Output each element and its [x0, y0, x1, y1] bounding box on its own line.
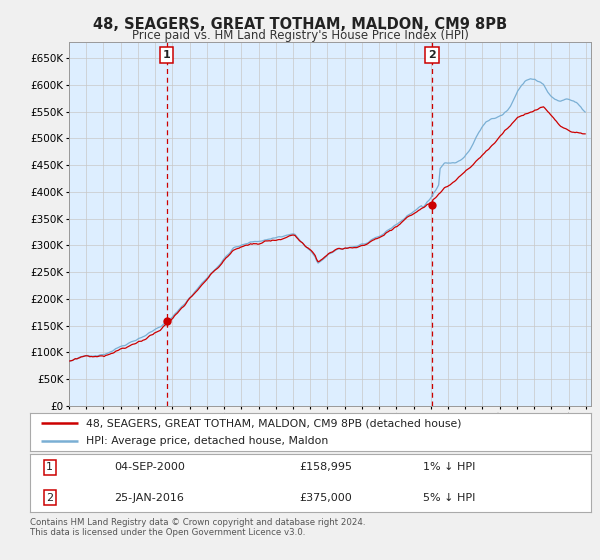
Text: 2: 2 [428, 50, 436, 60]
Text: 5% ↓ HPI: 5% ↓ HPI [423, 493, 475, 503]
Text: 25-JAN-2016: 25-JAN-2016 [114, 493, 184, 503]
Text: HPI: Average price, detached house, Maldon: HPI: Average price, detached house, Mald… [86, 436, 328, 446]
Text: 1: 1 [163, 50, 170, 60]
Text: £158,995: £158,995 [299, 462, 352, 472]
Text: 48, SEAGERS, GREAT TOTHAM, MALDON, CM9 8PB (detached house): 48, SEAGERS, GREAT TOTHAM, MALDON, CM9 8… [86, 418, 461, 428]
Text: Price paid vs. HM Land Registry's House Price Index (HPI): Price paid vs. HM Land Registry's House … [131, 29, 469, 42]
Text: £375,000: £375,000 [299, 493, 352, 503]
Text: Contains HM Land Registry data © Crown copyright and database right 2024.
This d: Contains HM Land Registry data © Crown c… [30, 518, 365, 538]
Text: 1% ↓ HPI: 1% ↓ HPI [423, 462, 475, 472]
Text: 04-SEP-2000: 04-SEP-2000 [114, 462, 185, 472]
Text: 48, SEAGERS, GREAT TOTHAM, MALDON, CM9 8PB: 48, SEAGERS, GREAT TOTHAM, MALDON, CM9 8… [93, 17, 507, 32]
Text: 2: 2 [46, 493, 53, 503]
Text: 1: 1 [46, 462, 53, 472]
